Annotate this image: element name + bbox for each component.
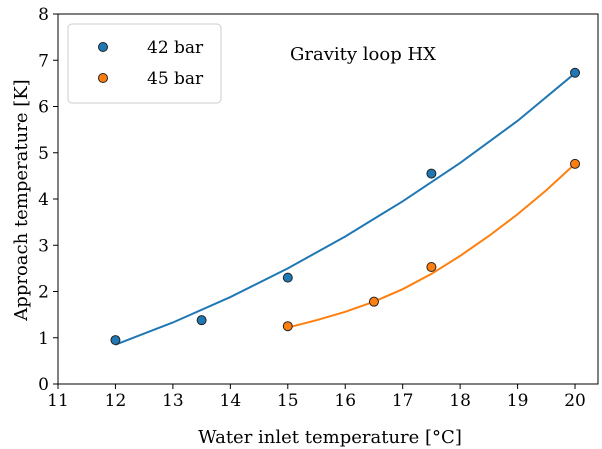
- data-point: [368, 296, 379, 307]
- x-tick-label: 20: [564, 391, 586, 411]
- y-tick-label: 7: [38, 51, 49, 71]
- x-tick-label: 17: [392, 391, 414, 411]
- legend-label: 45 bar: [147, 69, 204, 89]
- data-point: [426, 261, 437, 272]
- chart-annotation: Gravity loop HX: [290, 44, 436, 65]
- y-tick-label: 0: [38, 375, 49, 395]
- x-tick-label: 12: [105, 391, 127, 411]
- y-tick-label: 4: [38, 190, 49, 210]
- fit-curve-45-bar: [287, 163, 576, 329]
- fit-curve-42-bar: [115, 72, 576, 346]
- x-tick-label: 19: [507, 391, 529, 411]
- x-axis-title: Water inlet temperature [°C]: [198, 427, 462, 448]
- legend-marker: [98, 42, 108, 52]
- data-point: [282, 321, 293, 332]
- y-tick-label: 5: [38, 144, 49, 164]
- legend: 42 bar 45 bar: [67, 23, 222, 104]
- legend-box: [67, 23, 222, 104]
- data-point: [282, 272, 293, 283]
- legend-label: 42 bar: [147, 38, 204, 58]
- y-tick-label: 3: [38, 236, 49, 256]
- x-tick-label: 15: [277, 391, 299, 411]
- y-axis-title: Approach temperature [K]: [11, 79, 32, 321]
- y-tick-label: 6: [38, 98, 49, 118]
- y-tick-label: 2: [38, 283, 49, 303]
- x-tick-label: 16: [334, 391, 356, 411]
- x-tick-label: 18: [449, 391, 471, 411]
- data-point: [570, 158, 581, 169]
- legend-marker: [98, 73, 108, 83]
- x-tick-label: 11: [47, 391, 69, 411]
- data-point: [196, 315, 207, 326]
- x-axis-ticks: 11 12 13 14 15 16 17 18 19 20: [47, 384, 586, 411]
- data-points: [110, 67, 581, 346]
- data-point: [426, 168, 437, 179]
- data-point: [110, 335, 121, 346]
- data-point: [570, 67, 581, 78]
- x-tick-label: 14: [220, 391, 242, 411]
- y-axis-ticks: 0 1 2 3 4 5 6 7 8: [38, 5, 58, 395]
- y-tick-label: 8: [38, 5, 49, 25]
- x-tick-label: 13: [162, 391, 184, 411]
- y-tick-label: 1: [38, 329, 49, 349]
- fit-curves: [115, 72, 576, 346]
